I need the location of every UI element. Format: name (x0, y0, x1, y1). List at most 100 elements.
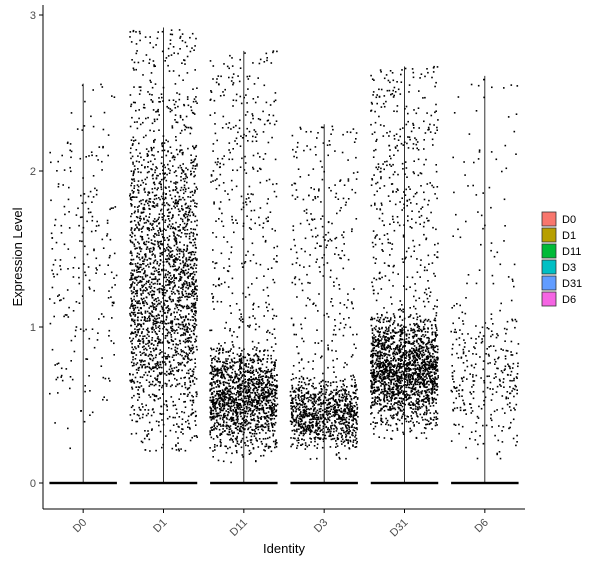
data-point (143, 289, 145, 291)
data-point (259, 425, 262, 428)
data-point (131, 342, 133, 345)
data-point (228, 382, 230, 385)
data-point (223, 155, 225, 157)
data-point (158, 197, 160, 199)
data-point (184, 346, 187, 348)
data-point (347, 425, 350, 427)
data-point (152, 370, 155, 372)
data-point (177, 52, 179, 55)
data-point (190, 305, 193, 308)
data-point (50, 199, 52, 202)
data-point (247, 140, 249, 142)
data-point (214, 132, 217, 135)
data-point (106, 222, 109, 224)
data-point (313, 414, 315, 417)
data-point (195, 186, 198, 188)
data-point (313, 302, 315, 305)
data-point (171, 293, 173, 295)
data-point (138, 393, 140, 396)
data-point (188, 322, 190, 325)
data-point (155, 300, 158, 303)
data-point (172, 400, 174, 403)
data-point (138, 161, 140, 163)
data-point (245, 418, 247, 421)
data-point (176, 369, 178, 372)
data-point (233, 392, 235, 395)
data-point (223, 362, 225, 364)
data-point (139, 376, 142, 378)
data-point (264, 349, 266, 351)
data-point (96, 189, 98, 192)
data-point (132, 281, 134, 283)
data-point (300, 418, 303, 421)
data-point (245, 400, 248, 402)
data-point (140, 281, 142, 283)
data-point (75, 214, 78, 216)
data-point (252, 377, 255, 380)
data-point (143, 345, 145, 348)
data-point (253, 405, 256, 408)
data-point (248, 293, 251, 296)
data-point (151, 293, 153, 296)
data-point (131, 378, 133, 381)
data-point (192, 145, 194, 148)
data-point (134, 376, 137, 379)
data-point (292, 148, 294, 151)
data-point (147, 345, 150, 347)
data-point (177, 425, 180, 428)
data-point (326, 411, 328, 413)
data-point (176, 121, 179, 124)
data-point (156, 375, 159, 378)
data-point (274, 361, 276, 364)
data-point (84, 390, 86, 393)
data-point (313, 393, 315, 396)
data-point (159, 247, 161, 250)
data-point (153, 394, 156, 396)
data-point (271, 393, 273, 395)
data-point (184, 334, 187, 336)
data-point (262, 382, 264, 385)
data-point (224, 430, 226, 432)
data-point (165, 187, 167, 189)
data-point (270, 346, 273, 348)
data-point (178, 280, 180, 282)
data-point (214, 405, 216, 407)
data-point (211, 362, 213, 364)
data-point (156, 283, 159, 285)
data-point (137, 168, 139, 170)
data-point (275, 195, 278, 198)
data-point (214, 112, 216, 114)
data-point (167, 372, 170, 375)
data-point (130, 170, 133, 172)
data-point (219, 380, 221, 382)
data-point (302, 378, 305, 381)
data-point (78, 267, 80, 269)
data-point (157, 230, 159, 232)
data-point (232, 364, 234, 367)
data-point (237, 380, 240, 383)
data-point (184, 329, 186, 331)
data-point (132, 192, 134, 194)
data-point (245, 201, 247, 203)
x-tick-label: D6 (473, 517, 491, 535)
data-point (215, 401, 218, 404)
data-point (226, 382, 229, 384)
data-point (181, 62, 183, 64)
data-point (174, 338, 177, 340)
data-point (129, 312, 131, 315)
data-point (309, 282, 311, 284)
data-point (153, 260, 156, 262)
data-point (235, 438, 238, 441)
data-point (225, 410, 227, 412)
data-point (322, 422, 325, 424)
data-point (50, 232, 53, 235)
data-point (227, 408, 229, 410)
data-point (130, 241, 132, 243)
data-point (133, 170, 135, 172)
data-point (195, 264, 198, 266)
data-point (352, 410, 354, 412)
data-point (194, 306, 196, 309)
data-point (151, 314, 153, 317)
data-point (145, 200, 147, 203)
data-point (303, 413, 306, 415)
